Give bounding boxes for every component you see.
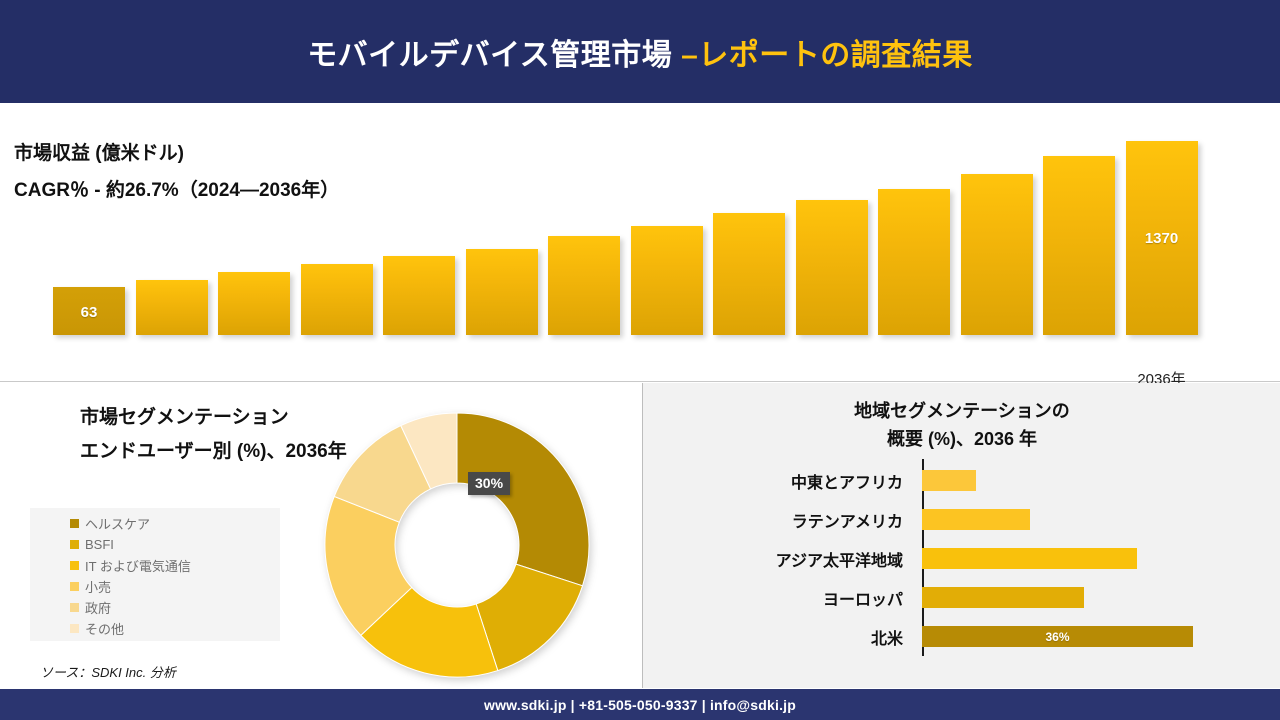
region-category-label: ラテンアメリカ: [791, 513, 903, 531]
region-bar: [922, 470, 976, 491]
legend-swatch-icon: [70, 582, 79, 591]
legend-item-label: ヘルスケア: [85, 517, 151, 532]
legend-item: 小売: [70, 576, 191, 597]
region-panel: 地域セグメンテーションの 概要 (%)、2036 年 中東とアフリカ ラテンアメリ…: [642, 383, 1280, 688]
revenue-bar: [713, 213, 785, 335]
revenue-bar: [383, 256, 455, 335]
revenue-bar: [630, 226, 703, 335]
revenue-bar-column: 2032年: [795, 200, 868, 447]
legend-item: BSFI: [70, 534, 191, 555]
legend-item: ヘルスケア: [70, 513, 191, 534]
revenue-bar: 1370: [1125, 141, 1198, 335]
revenue-bar-column: 2029年: [548, 236, 620, 483]
page-title-main: モバイルデバイス管理市場: [307, 38, 682, 72]
revenue-bar-column: 2033年: [878, 189, 950, 436]
header-divider: [0, 103, 1280, 110]
region-bar: [922, 587, 1084, 608]
legend-item-label: IT および電気通信: [85, 559, 191, 574]
donut-slice: [324, 495, 413, 637]
region-category-label: 中東とアフリカ: [790, 474, 903, 492]
region-bar-value: 36%: [1045, 629, 1070, 644]
revenue-bar: [465, 249, 538, 335]
revenue-bar-column: 2031年: [713, 213, 785, 460]
legend-list: ヘルスケア BSFI IT および電気通信 小売政府その他: [70, 513, 191, 639]
region-bars-area: 中東とアフリカ ラテンアメリカアジア太平洋地域ヨーロッパ北米 36%: [643, 459, 1280, 664]
revenue-bar-column: 2024年: [135, 280, 208, 527]
region-bar: [922, 548, 1137, 569]
page-header: モバイルデバイス管理市場 –レポートの調査結果: [0, 0, 1280, 103]
legend-item: その他: [70, 618, 191, 639]
region-category-label: ヨーロッパ: [822, 591, 903, 609]
revenue-bar: [548, 236, 620, 335]
region-row: ヨーロッパ: [643, 578, 1280, 617]
segmentation-legend: ヘルスケア BSFI IT および電気通信 小売政府その他: [30, 508, 280, 641]
revenue-bar: [878, 189, 950, 335]
revenue-bar-column: 2034年: [960, 174, 1033, 421]
donut-slice: [360, 586, 499, 678]
legend-item-label: その他: [85, 622, 125, 637]
donut-slice: [456, 412, 590, 587]
revenue-bar: [960, 174, 1033, 335]
region-title-line1: 地域セグメンテーションの: [854, 401, 1070, 421]
page-title-accent: –レポートの調査結果: [681, 38, 973, 72]
donut-chart: 30%: [322, 411, 592, 679]
region-bar: 36%: [922, 626, 1193, 647]
region-title-line2: 概要 (%)、2036 年: [886, 429, 1038, 449]
region-title: 地域セグメンテーションの 概要 (%)、2036 年: [643, 397, 1280, 453]
legend-swatch-icon: [70, 519, 79, 528]
region-category-label: アジア太平洋地域: [775, 552, 903, 570]
region-row: アジア太平洋地域: [643, 539, 1280, 578]
revenue-chart-panel: 市場収益 (億米ドル) CAGR％ - 約26.7%（2024—2036年） 6…: [0, 110, 1280, 534]
revenue-bar: [218, 272, 290, 335]
revenue-bar-column: 2035年: [1043, 156, 1115, 403]
revenue-bar-column: 632023年: [53, 287, 125, 534]
legend-swatch-icon: [70, 603, 79, 612]
revenue-bar-value: 63: [80, 304, 98, 321]
legend-item-label: BSFI: [85, 537, 114, 552]
revenue-bar: [795, 200, 868, 335]
region-category-label: 北米: [870, 630, 903, 648]
region-row: 北米 36%: [643, 617, 1280, 656]
revenue-bar: [300, 264, 373, 335]
legend-item: IT および電気通信: [70, 555, 191, 576]
revenue-bar-column: 2025年: [218, 272, 290, 519]
source-note: ソース：SDKI Inc. 分析: [40, 665, 176, 680]
revenue-bar: 63: [53, 287, 125, 335]
revenue-bar-column: 2027年: [383, 256, 455, 503]
cagr-label: CAGR％ - 約26.7%（2024—2036年）: [14, 180, 340, 201]
page-title: モバイルデバイス管理市場 –レポートの調査結果: [307, 30, 973, 74]
revenue-bar: [135, 280, 208, 335]
revenue-axis-label: 市場収益 (億米ドル): [14, 143, 184, 164]
segmentation-title-line1: 市場セグメンテーション: [80, 407, 289, 428]
region-bar: [922, 509, 1030, 530]
legend-item-label: 小売: [85, 580, 112, 595]
revenue-bars-area: 632023年2024年2025年2026年2027年2028年2029年203…: [0, 110, 1280, 534]
region-row: 中東とアフリカ: [643, 461, 1280, 500]
revenue-bar: [1043, 156, 1115, 335]
segmentation-title: 市場セグメンテーション エンドユーザー別 (%)、2036年: [0, 401, 600, 469]
revenue-bar-column: 2026年: [300, 264, 373, 511]
legend-swatch-icon: [70, 561, 79, 570]
revenue-bar-column: 2028年: [465, 249, 538, 496]
legend-item: 政府: [70, 597, 191, 618]
donut-slice: [400, 412, 458, 490]
revenue-bar-value: 1370: [1144, 230, 1179, 247]
legend-swatch-icon: [70, 540, 79, 549]
segmentation-title-line2: エンドユーザー別 (%)、2036年: [80, 441, 347, 462]
donut-svg: [324, 412, 590, 678]
legend-swatch-icon: [70, 624, 79, 633]
page-footer: www.sdki.jp | +81-505-050-9337 | info@sd…: [0, 689, 1280, 720]
legend-item-label: 政府: [85, 601, 112, 616]
footer-contact: www.sdki.jp | +81-505-050-9337 | info@sd…: [483, 696, 797, 713]
revenue-bar-column: 2030年: [630, 226, 703, 473]
donut-callout-badge: 30%: [468, 472, 511, 495]
revenue-bar-column: 1370 2036年: [1125, 141, 1198, 388]
region-row: ラテンアメリカ: [643, 500, 1280, 539]
